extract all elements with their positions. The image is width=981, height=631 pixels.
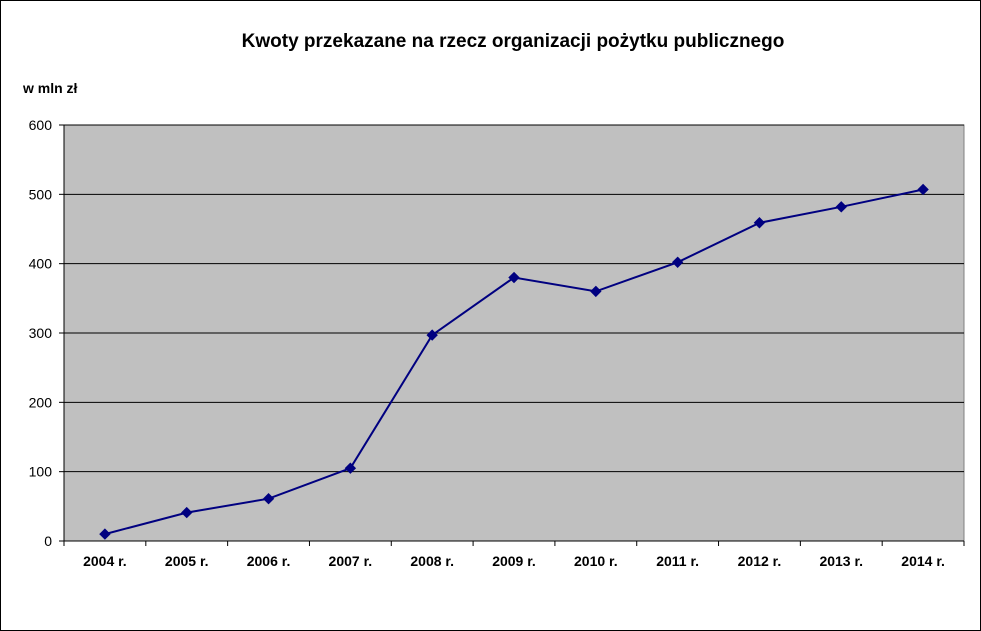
y-tick-label: 500 [29, 186, 53, 202]
data-point-marker [344, 462, 357, 474]
y-tick-label: 600 [29, 117, 53, 133]
data-point-marker [262, 492, 275, 505]
y-tick-label: 0 [44, 533, 52, 549]
x-tick-label: 2005 r. [165, 553, 209, 569]
x-tick-label: 2010 r. [574, 553, 618, 569]
data-point-marker [917, 183, 929, 196]
chart-title: Kwoty przekazane na rzecz organizacji po… [241, 31, 785, 52]
x-tick-label: 2011 r. [656, 553, 699, 569]
x-tick-label: 2006 r. [247, 553, 291, 569]
x-tick-label: 2007 r. [329, 553, 373, 569]
y-tick-label: 200 [29, 394, 53, 410]
x-tick-label: 2009 r. [492, 553, 536, 569]
data-point-marker [426, 329, 438, 341]
y-tick-label: 400 [29, 256, 53, 272]
x-tick-label: 2008 r. [410, 553, 454, 569]
x-tick-label: 2004 r. [83, 553, 127, 569]
data-point-marker [671, 256, 684, 268]
data-point-marker [835, 201, 847, 213]
y-tick-label: 300 [29, 325, 53, 341]
x-tick-label: 2013 r. [819, 553, 863, 569]
y-tick-label: 100 [29, 464, 53, 480]
data-point-marker [508, 271, 520, 284]
x-tick-label: 2014 r. [901, 553, 945, 569]
data-point-marker [590, 285, 602, 298]
data-point-marker [181, 506, 193, 519]
x-tick-label: 2012 r. [738, 553, 782, 569]
data-point-marker [99, 528, 111, 540]
y-axis-unit-label: w mln zł [23, 80, 78, 96]
data-point-marker [753, 217, 766, 229]
